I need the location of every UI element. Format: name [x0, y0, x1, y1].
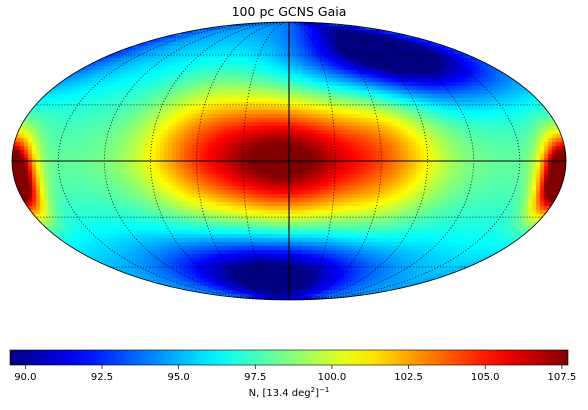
mollweide-map	[11, 21, 567, 301]
colorbar-tick-label: 100.0	[318, 372, 347, 383]
colorbar-tick-label: 95.0	[167, 372, 189, 383]
colorbar-ticks: 90.0 92.5 95.0 97.5 100.0 102.5 105.0 107.5	[14, 365, 576, 383]
colorbar-gradient	[9, 349, 569, 366]
colorbar-tick-label: 97.5	[244, 372, 266, 383]
colorbar-tick-label: 105.0	[471, 372, 500, 383]
graticule	[12, 22, 566, 300]
chart-title: 100 pc GCNS Gaia	[232, 4, 347, 19]
map-outline	[11, 21, 567, 301]
colorbar-label: N, [13.4 deg2]−1	[249, 386, 330, 399]
colorbar-tick-label: 90.0	[14, 372, 36, 383]
colorbar-tick-label: 102.5	[394, 372, 423, 383]
colorbar: 90.0 92.5 95.0 97.5 100.0 102.5 105.0 107.5 N, …	[9, 349, 576, 399]
colorbar-tick-label: 92.5	[91, 372, 113, 383]
colorbar-tick-label: 107.5	[548, 372, 577, 383]
